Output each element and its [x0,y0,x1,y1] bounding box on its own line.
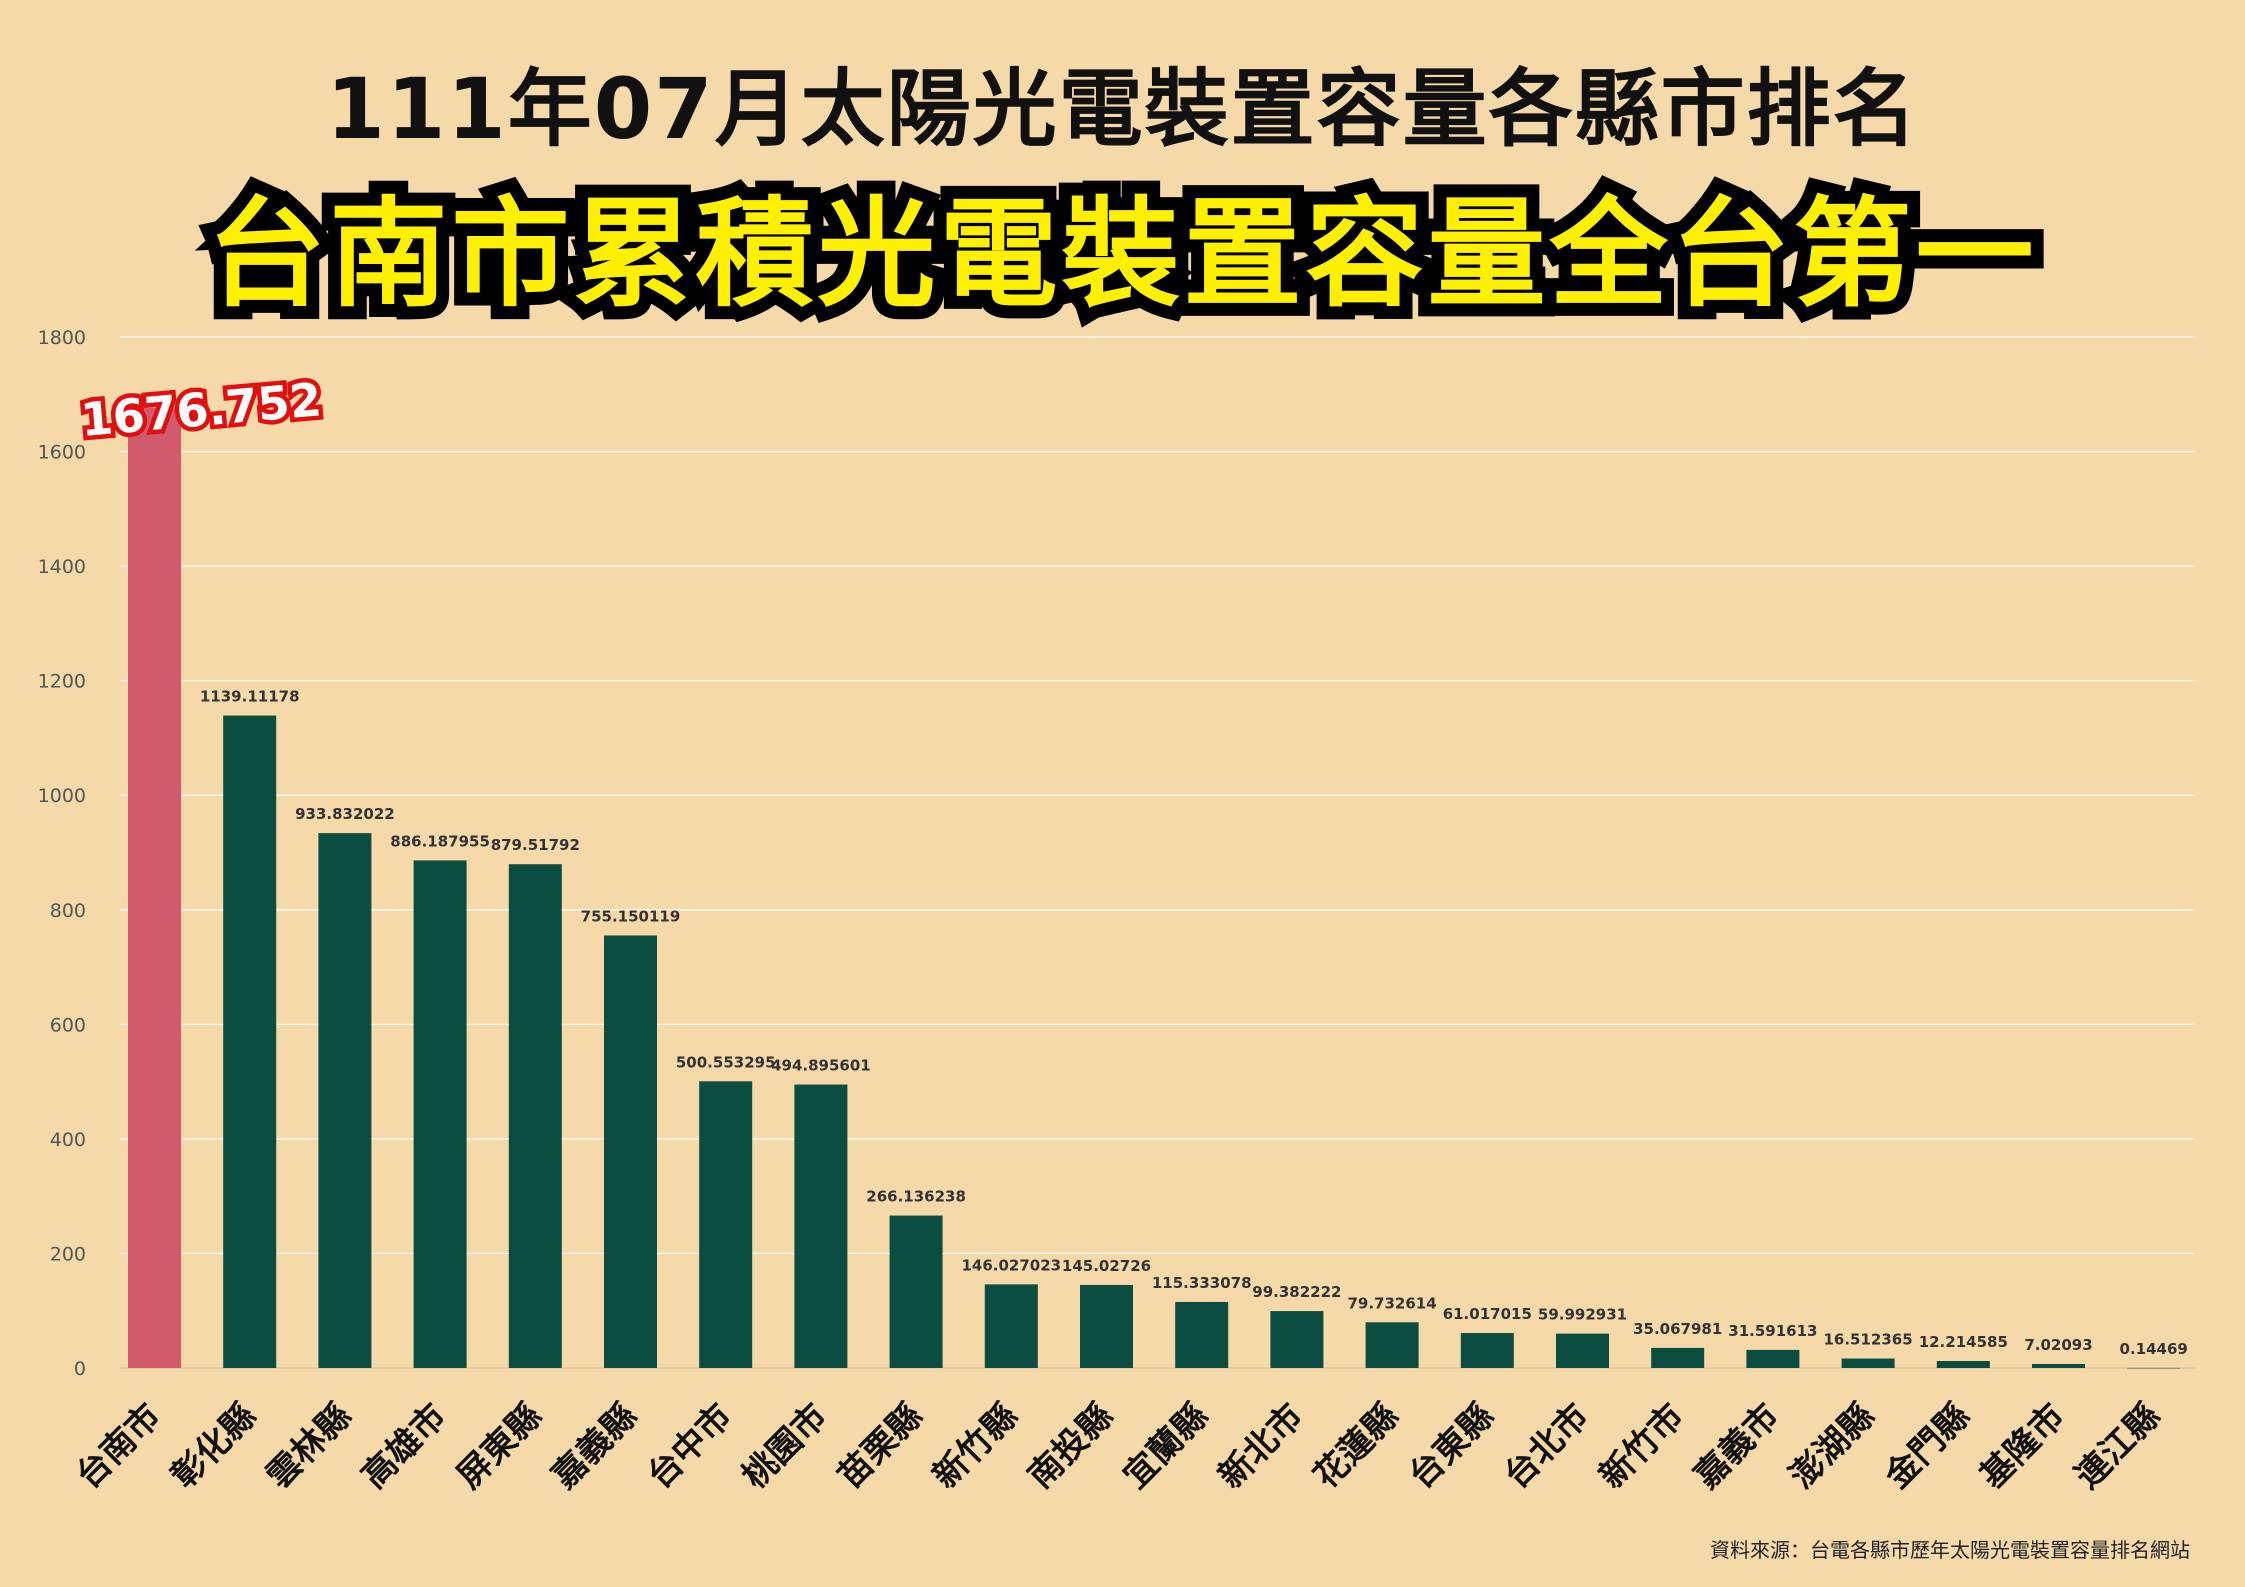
bars [128,407,2181,1369]
value-label: 1139.11178 [200,688,300,706]
category-label: 台南市 [68,1396,168,1496]
value-label: 494.895601 [771,1057,871,1075]
page-title: 111年07月太陽光電裝置容量各縣市排名 [326,60,1919,158]
category-label: 雲林縣 [259,1396,359,1496]
value-label: 16.512365 [1823,1331,1912,1349]
category-label: 桃園市 [735,1396,835,1496]
bar-彰化縣 [223,715,277,1368]
y-tick-label: 1400 [38,556,86,578]
value-label: 59.992931 [1538,1306,1627,1324]
category-label: 新竹市 [1592,1396,1692,1496]
bar-連江縣 [2127,1367,2181,1369]
category-label: 嘉義縣 [544,1396,644,1496]
bar-宜蘭縣 [1175,1301,1229,1368]
bar-雲林縣 [318,833,372,1368]
bar-南投縣 [1080,1284,1133,1368]
y-tick-label: 800 [50,900,86,922]
category-label: 金門縣 [1877,1396,1978,1497]
value-label: 115.333078 [1152,1274,1252,1292]
value-label: 12.214585 [1919,1333,2008,1351]
value-label: 500.553295 [676,1053,776,1071]
category-label: 基隆市 [1972,1396,2072,1496]
bar-台南市 [128,407,181,1368]
value-label: 99.382222 [1252,1283,1341,1301]
category-label: 宜蘭縣 [1116,1396,1216,1496]
value-label: 266.136238 [866,1188,966,1206]
bar-基隆市 [2032,1363,2085,1368]
bar-台東縣 [1460,1333,1514,1368]
y-axis-ticks: 0 200 400 600 800 1000 1200 1400 1600 1800 [38,327,86,1380]
category-label: 澎湖縣 [1782,1396,1882,1496]
value-label: 145.02726 [1062,1257,1151,1275]
y-tick-label: 1000 [38,785,86,807]
source-note: 資料來源：台電各縣市歷年太陽光電裝置容量排名網站 [1710,1538,2190,1562]
bar-屏東縣 [508,864,562,1368]
value-label: 61.017015 [1443,1305,1532,1323]
bar-澎湖縣 [1841,1358,1895,1368]
category-label: 彰化縣 [164,1396,264,1496]
category-label: 台北市 [1496,1396,1596,1496]
value-label: 886.187955 [390,832,490,850]
bar-苗栗縣 [889,1215,943,1368]
y-tick-label: 400 [50,1129,86,1151]
category-label: 嘉義市 [1687,1396,1787,1496]
y-tick-label: 1800 [38,327,86,349]
value-label: 879.51792 [491,836,580,854]
category-label: 台東縣 [1401,1396,1501,1496]
category-label: 花蓮縣 [1306,1396,1406,1496]
bar-嘉義市 [1746,1349,1800,1368]
category-label: 新竹縣 [925,1396,1025,1496]
value-label: 755.150119 [581,907,681,925]
category-label: 屏東縣 [449,1396,549,1496]
bar-新竹縣 [984,1284,1038,1368]
value-label: 0.14469 [2120,1340,2188,1358]
bar-新竹市 [1651,1347,1705,1368]
category-label: 新北市 [1211,1396,1311,1496]
y-tick-label: 1600 [38,442,86,464]
value-labels: 1676.752 1139.11178 933.832022 886.187955 87… [74,368,2188,1358]
bar-嘉義縣 [604,935,657,1368]
page-subtitle: 台南市累積光電裝置容量全台第一 [194,172,2046,336]
category-label: 苗栗縣 [830,1396,930,1496]
value-label: 31.591613 [1728,1322,1817,1340]
category-label: 高雄市 [354,1396,454,1496]
value-label: 933.832022 [295,805,395,823]
value-label: 146.027023 [961,1256,1061,1274]
bar-高雄市 [413,860,467,1368]
category-label: 連江縣 [2068,1396,2168,1496]
value-label: 35.067981 [1633,1320,1722,1338]
bar-台中市 [699,1081,753,1368]
bar-花蓮縣 [1365,1322,1419,1368]
category-label: 台中市 [640,1396,740,1496]
value-label: 7.02093 [2024,1336,2092,1354]
bar-新北市 [1270,1311,1324,1368]
y-tick-label: 0 [74,1358,86,1380]
category-labels: 台南市彰化縣雲林縣高雄市屏東縣嘉義縣台中市桃園市苗栗縣新竹縣南投縣宜蘭縣新北市花… [68,1396,2168,1497]
highlight-value-label: 1676.752 [78,372,323,447]
y-tick-label: 600 [50,1014,86,1036]
value-label: 79.732614 [1347,1294,1436,1312]
y-tick-label: 1200 [38,671,86,693]
category-label: 南投縣 [1020,1396,1120,1496]
bar-台北市 [1556,1333,1609,1368]
bar-金門縣 [1936,1361,1990,1368]
bar-桃園市 [794,1084,848,1368]
y-tick-label: 200 [50,1243,86,1265]
